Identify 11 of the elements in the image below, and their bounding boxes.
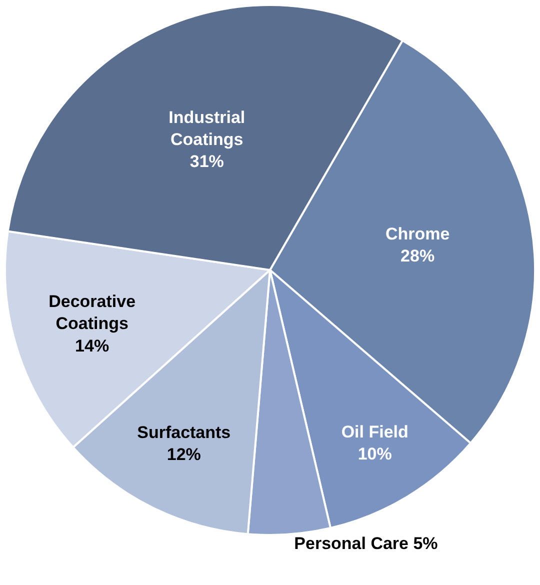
data-label: 14% <box>75 336 110 356</box>
slice-label: Decorative Coatings <box>48 292 136 334</box>
slice-label: Personal Care 5% <box>294 534 438 554</box>
data-label: 10% <box>358 444 392 464</box>
data-label: 28% <box>400 246 435 266</box>
slice-label: Oil Field <box>341 422 408 442</box>
slice-label: Surfactants <box>137 422 231 442</box>
slice-label: Chrome <box>385 224 450 244</box>
slice-label: Industrial Coatings <box>168 108 246 149</box>
data-label: 12% <box>166 445 201 464</box>
data-label: 31% <box>190 152 224 172</box>
